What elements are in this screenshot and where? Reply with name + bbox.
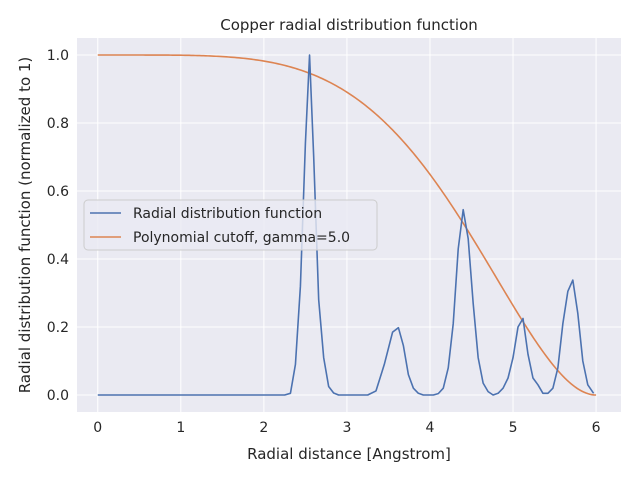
legend: Radial distribution function Polynomial … bbox=[83, 199, 378, 251]
y-tick-label: 0.0 bbox=[47, 388, 69, 404]
x-axis-label: Radial distance [Angstrom] bbox=[247, 445, 451, 463]
x-tick-label: 3 bbox=[342, 420, 351, 436]
x-tick-label: 6 bbox=[592, 420, 601, 436]
series-line-cutoff bbox=[97, 54, 597, 396]
legend-label-rdf: Radial distribution function bbox=[133, 206, 322, 222]
legend-box bbox=[83, 199, 378, 251]
x-tick-label: 4 bbox=[426, 420, 435, 436]
y-tick-label: 0.2 bbox=[47, 320, 69, 336]
x-tick-label: 1 bbox=[176, 420, 185, 436]
tick-labels: 0 1 2 3 4 5 6 0.0 0.2 0.4 0.6 0.8 1.0 bbox=[47, 48, 601, 436]
series-line-rdf bbox=[97, 54, 595, 396]
chart-title: Copper radial distribution function bbox=[220, 16, 478, 34]
legend-label-cutoff: Polynomial cutoff, gamma=5.0 bbox=[133, 230, 350, 246]
x-tick-label: 0 bbox=[93, 420, 102, 436]
y-tick-label: 0.4 bbox=[47, 252, 69, 268]
y-tick-label: 1.0 bbox=[47, 48, 69, 64]
y-tick-label: 0.8 bbox=[47, 116, 69, 132]
y-axis-label: Radial distribution function (normalized… bbox=[16, 57, 34, 394]
x-tick-label: 5 bbox=[509, 420, 518, 436]
series-lines bbox=[97, 54, 597, 396]
x-tick-label: 2 bbox=[259, 420, 268, 436]
y-tick-label: 0.6 bbox=[47, 184, 69, 200]
